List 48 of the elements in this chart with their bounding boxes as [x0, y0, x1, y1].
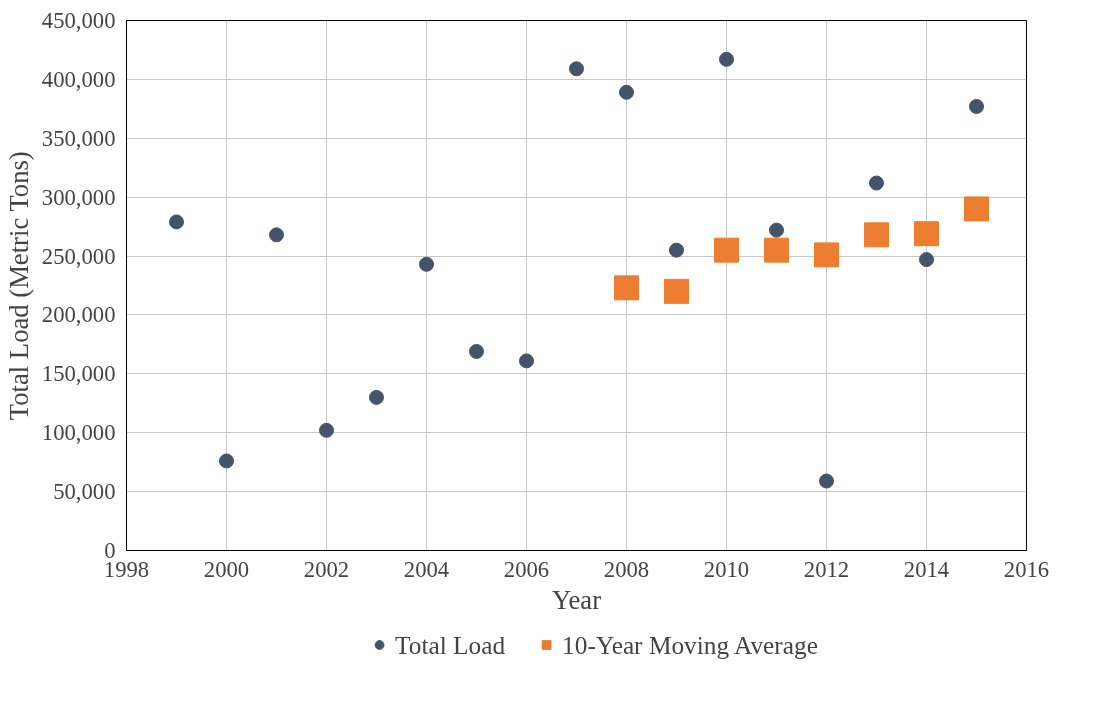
- point: [319, 422, 334, 438]
- y-tick-label: 200,000: [41, 302, 116, 328]
- point: [619, 84, 634, 100]
- y-tick-label: 100,000: [41, 420, 116, 446]
- point: [869, 175, 884, 191]
- point: [969, 98, 984, 114]
- point: [669, 242, 684, 258]
- point: [764, 237, 789, 263]
- point: [469, 343, 484, 359]
- legend-label: Total Load: [395, 630, 506, 659]
- y-tick-label: 50,000: [53, 479, 116, 505]
- x-axis-title: Year: [551, 584, 602, 615]
- point: [914, 221, 939, 247]
- x-tick-label: 2008: [603, 556, 650, 582]
- x-tick-label: 2000: [203, 556, 250, 582]
- x-tick-label: 2012: [803, 556, 850, 582]
- y-tick-label: 250,000: [41, 243, 116, 269]
- point: [919, 252, 934, 268]
- point: [419, 256, 434, 272]
- point: [269, 227, 284, 243]
- point: [569, 61, 584, 77]
- x-tick-label: 2004: [403, 556, 450, 582]
- y-tick-label: 150,000: [41, 361, 116, 387]
- point: [219, 453, 234, 469]
- point: [714, 237, 739, 263]
- y-axis-title: Total Load (Metric Tons): [3, 151, 34, 421]
- x-tick-label: 2016: [1003, 556, 1050, 582]
- point: [519, 353, 534, 369]
- legend-label: 10-Year Moving Average: [562, 630, 818, 659]
- y-tick-label: 350,000: [41, 125, 116, 151]
- point: [614, 275, 639, 301]
- point: [864, 222, 889, 248]
- point: [169, 214, 184, 230]
- point: [664, 278, 689, 304]
- point: [814, 242, 839, 268]
- point: [369, 389, 384, 405]
- x-tick-label: 2010: [703, 556, 750, 582]
- y-tick-label: 450,000: [41, 8, 116, 33]
- x-tick-label: 2006: [503, 556, 550, 582]
- point: [964, 196, 989, 222]
- y-tick-label: 300,000: [41, 184, 116, 210]
- point: [819, 473, 834, 489]
- point: [769, 222, 784, 238]
- x-tick-label: 2014: [903, 556, 950, 582]
- point: [719, 51, 734, 67]
- y-tick-label: 0: [104, 538, 116, 563]
- x-tick-label: 2002: [303, 556, 350, 582]
- y-tick-label: 400,000: [41, 66, 116, 92]
